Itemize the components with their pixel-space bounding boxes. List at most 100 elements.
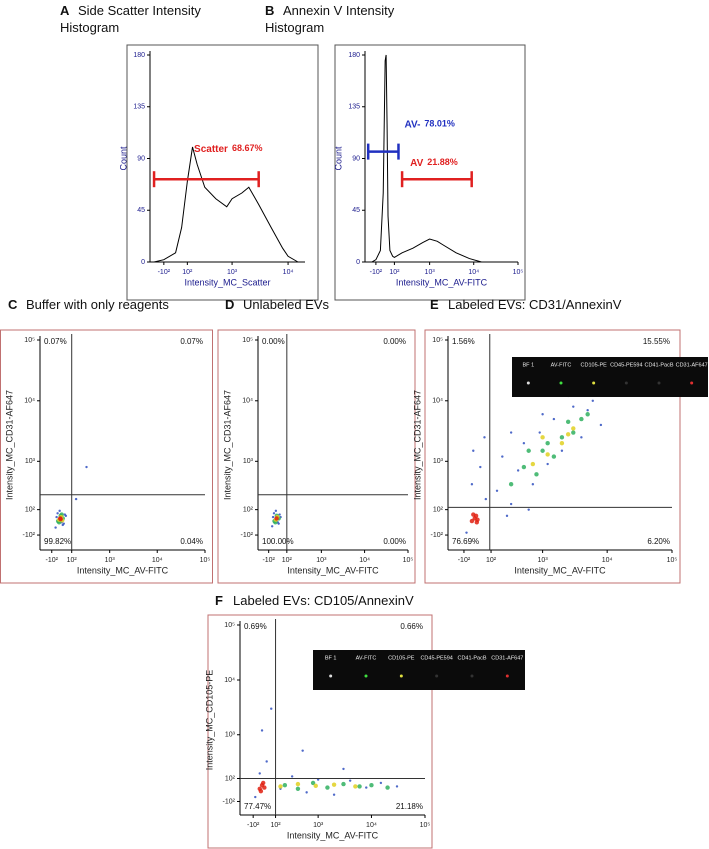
event-dot [527,508,530,511]
y-tick-label: 135 [133,104,145,111]
x-tick-label: 10³ [538,557,549,564]
event-dot [342,767,345,771]
quadrant-percent: 21.18% [396,802,423,811]
gate-name: AV [410,158,423,169]
event-dot [509,431,513,434]
gate-percent: 78.01% [424,119,455,129]
panel-title: D Unlabeled EVs [225,296,415,313]
x-tick-label: 10³ [316,557,327,564]
event-dot [274,516,279,521]
x-tick-label: 10³ [425,269,436,276]
event-dot [530,461,536,467]
x-axis-label: Intensity_MC_AV-FITC [287,565,379,575]
y-tick-label: 135 [348,104,360,111]
panel-title-text: Buffer with only reagents [26,297,169,312]
y-tick-label: 10³ [25,458,36,465]
event-dot [474,520,479,525]
channel-image [399,674,403,678]
channel-image [559,381,563,385]
y-tick-label: -10² [431,532,444,539]
y-tick-label: 10⁵ [24,337,35,344]
event-dot [265,760,268,763]
y-axis-label: Count [118,146,128,171]
panel-title: F Labeled EVs: CD105/AnnexinV [215,592,475,609]
event-dot [282,783,288,788]
panel-frame [217,329,416,584]
x-tick-label: 10⁴ [359,557,370,564]
event-dot [479,465,482,469]
panel-title-text: Side Scatter Intensity Histogram [60,3,201,35]
x-tick-label: 10⁵ [403,557,414,564]
event-dot [313,783,318,789]
event-dot [270,707,273,710]
y-tick-label: 10³ [243,458,254,465]
panel-frame [126,44,319,301]
event-dot [579,416,584,422]
event-dot [278,784,283,789]
y-axis-label: Intensity_MC_CD31-AF647 [4,390,14,500]
event-dot [369,783,374,788]
quadrant-percent: 6.20% [647,537,670,546]
panel-title: A Side Scatter Intensity Histogram [60,2,250,36]
x-tick-label: -10² [158,269,171,276]
event-dot [348,779,352,782]
event-dot [353,784,358,789]
y-tick-label: 10⁴ [24,398,35,405]
y-tick-label: 90 [137,155,145,162]
event-dot [565,419,571,425]
x-tick-label: 10⁴ [283,269,294,276]
x-tick-label: 10² [282,557,293,564]
channel-label: CD31-AF647 [676,362,708,368]
event-dot [538,431,541,434]
channel-image [690,381,694,385]
y-tick-label: 10³ [433,458,444,465]
panel-title: E Labeled EVs: CD31/AnnexinV [430,296,690,313]
event-dot [559,441,565,446]
panel-letter: A [60,3,70,18]
y-tick-label: 0 [141,259,145,266]
y-tick-label: 10⁴ [224,677,235,684]
event-dot [560,449,564,452]
event-dot [290,775,294,778]
y-tick-label: 10⁵ [224,622,235,629]
x-tick-label: -10² [262,557,275,564]
event-dot [54,526,57,529]
event-dot [484,497,488,501]
channel-label: CD31-AF647 [491,655,523,661]
image-strip [512,357,708,397]
x-tick-label: 10³ [105,557,116,564]
x-tick-label: 10² [182,269,193,276]
event-dot [465,531,468,534]
quadrant-percent: 0.69% [244,622,267,631]
y-tick-label: 0 [356,259,360,266]
event-dot [85,465,88,469]
channel-image [526,381,530,385]
event-dot [262,785,267,790]
y-tick-label: 45 [352,207,360,214]
gate-name: AV- [404,119,420,130]
event-dot [270,525,274,528]
event-dot [357,784,362,789]
gate-label: AV- 78.01% [404,119,454,130]
x-tick-label: 10⁴ [468,269,479,276]
event-dot [471,512,476,517]
event-dot [521,464,527,470]
event-dot [545,452,550,457]
channel-label: CD45-PE594 [420,655,452,661]
x-tick-label: 10⁵ [420,822,431,829]
panel-title: C Buffer with only reagents [8,296,188,313]
channel-label: CD105-PE [388,655,415,661]
y-tick-label: -10² [23,532,36,539]
panel-frame [424,329,681,584]
x-axis-label: Intensity_MC_AV-FITC [514,565,606,575]
event-dot [483,436,486,439]
event-dot [540,435,545,440]
y-tick-label: 10⁴ [432,398,443,405]
event-dot [591,399,594,402]
event-dot [305,791,308,794]
event-dot [585,412,590,417]
channel-label: AV-FITC [356,655,377,661]
histogram-line [371,54,482,263]
